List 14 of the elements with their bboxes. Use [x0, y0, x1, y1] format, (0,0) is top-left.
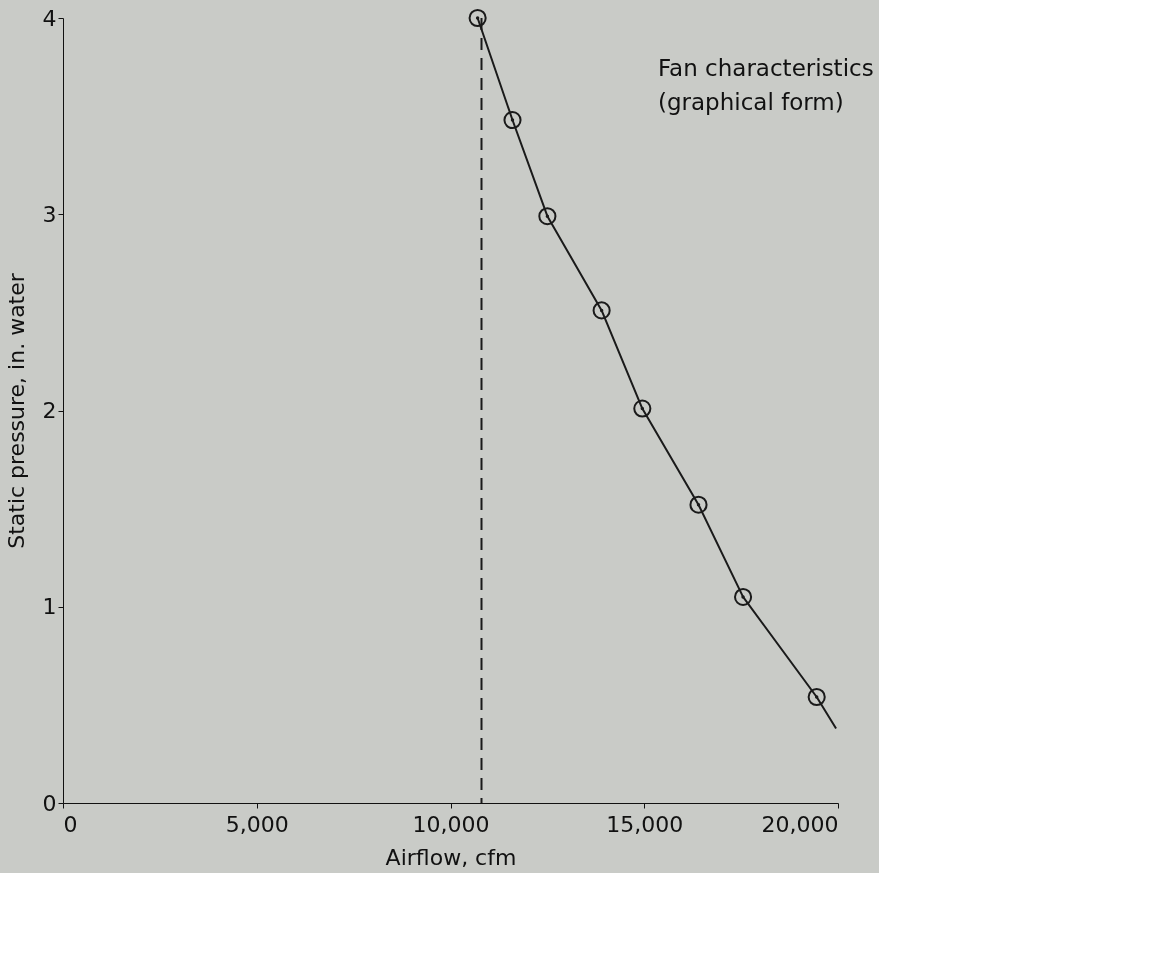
- y-axis-title: Static pressure, in. water: [3, 272, 29, 549]
- x-tick-label: 5,000: [225, 811, 289, 837]
- x-tick-label: 20,000: [761, 811, 839, 837]
- y-tick-label: 0: [42, 790, 57, 816]
- annotation: Fan characteristics: [658, 55, 874, 81]
- annotation: (graphical form): [658, 89, 844, 115]
- x-tick-label: 10,000: [412, 811, 490, 837]
- y-tick-label: 2: [42, 398, 57, 423]
- x-tick-label: 15,000: [606, 811, 684, 837]
- x-axis-title: Airflow, cfm: [385, 844, 517, 870]
- x-tick-label: 0: [63, 811, 78, 837]
- y-tick-label: 4: [42, 5, 57, 31]
- y-tick-label: 1: [42, 594, 57, 620]
- y-tick-label: 3: [42, 201, 57, 227]
